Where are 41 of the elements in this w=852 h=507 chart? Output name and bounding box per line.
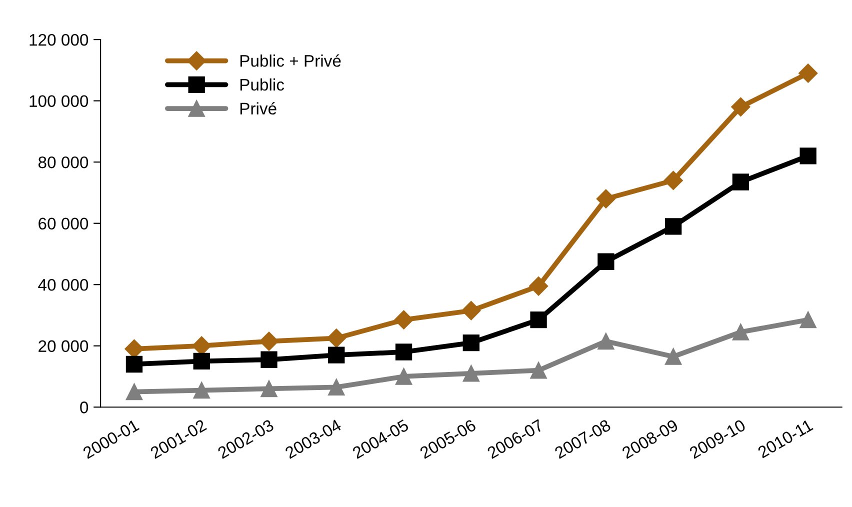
- point: [462, 365, 480, 382]
- point: [731, 97, 750, 116]
- point: [598, 332, 614, 350]
- point: [529, 276, 548, 296]
- point: [732, 324, 750, 340]
- point: [598, 253, 614, 270]
- y-tick-label: 40 000: [38, 278, 88, 291]
- point: [260, 380, 278, 398]
- point: [800, 148, 816, 164]
- point: [395, 344, 412, 360]
- point: [193, 382, 210, 399]
- point: [530, 362, 547, 379]
- point: [798, 64, 818, 83]
- point: [664, 170, 683, 190]
- point: [462, 334, 480, 352]
- point: [800, 311, 816, 328]
- y-tick-label: 0: [80, 402, 88, 414]
- y-tick-label: 100 000: [30, 95, 88, 108]
- y-tick-label: 60 000: [38, 218, 88, 230]
- point: [260, 351, 278, 368]
- point: [462, 301, 481, 320]
- point: [328, 378, 345, 396]
- point: [732, 174, 750, 190]
- legend-label: Privé: [240, 102, 276, 115]
- legend-label: Public + Privé: [240, 54, 341, 67]
- y-tick-label: 80 000: [38, 156, 88, 168]
- y-tick-label: 120 000: [30, 34, 88, 46]
- y-tick-label: 20 000: [38, 340, 88, 352]
- point: [596, 189, 616, 208]
- point: [326, 328, 346, 348]
- point: [328, 346, 345, 364]
- point: [126, 383, 143, 400]
- legend-label: Public: [240, 78, 284, 91]
- point: [193, 352, 210, 370]
- point: [664, 348, 682, 365]
- point: [530, 311, 547, 328]
- point: [126, 356, 143, 373]
- point: [394, 310, 414, 330]
- point: [395, 368, 412, 385]
- point: [259, 332, 279, 351]
- point: [664, 218, 682, 235]
